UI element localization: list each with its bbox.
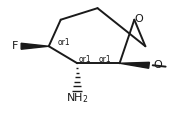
Text: or1: or1 xyxy=(58,38,70,47)
Polygon shape xyxy=(21,43,49,49)
Text: O: O xyxy=(154,60,162,70)
Polygon shape xyxy=(120,62,149,68)
Text: F: F xyxy=(12,41,18,51)
Text: NH$_2$: NH$_2$ xyxy=(66,92,89,106)
Text: or1: or1 xyxy=(79,55,92,64)
Text: O: O xyxy=(135,14,143,24)
Text: or1: or1 xyxy=(98,55,111,64)
